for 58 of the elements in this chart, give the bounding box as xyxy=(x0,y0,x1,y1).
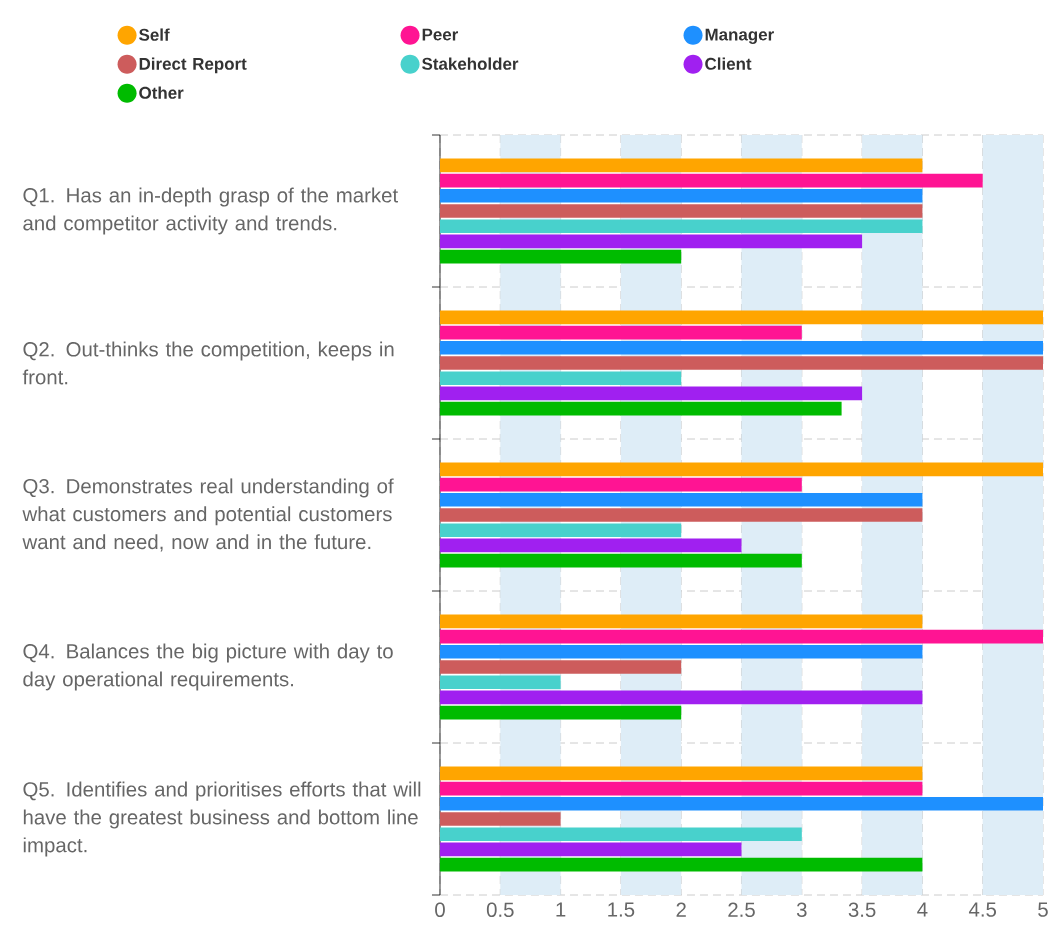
bar xyxy=(439,538,742,553)
legend-label: Peer xyxy=(422,28,458,41)
bar xyxy=(439,523,682,538)
bar xyxy=(439,462,1043,477)
bar xyxy=(439,477,802,492)
y-tick-label: Q5. Identifies and prioritises efforts that will have the greatest business and bottom line impact. xyxy=(23,781,421,857)
bar xyxy=(439,645,923,659)
bar xyxy=(439,675,561,690)
bar xyxy=(439,842,742,857)
x-tick-label: 3 xyxy=(796,902,807,917)
y-tick-label: Q2. Out-thinks the competition, keeps in front. xyxy=(22,341,394,385)
bar xyxy=(439,508,923,522)
legend-label: Client xyxy=(705,57,752,70)
x-tick-label: 1 xyxy=(556,902,566,917)
bar xyxy=(439,614,923,629)
bar xyxy=(439,219,923,233)
bar xyxy=(439,204,923,218)
bar xyxy=(439,158,923,173)
legend-label: Manager xyxy=(705,28,774,44)
legend-label: Self xyxy=(139,28,170,41)
bar xyxy=(439,705,682,720)
bar xyxy=(439,401,842,416)
x-tick-label: 4.5 xyxy=(968,902,997,917)
bar xyxy=(439,356,1043,370)
x-tick-label: 5 xyxy=(1038,902,1048,917)
bar xyxy=(439,797,1043,811)
bar xyxy=(439,493,923,507)
bar xyxy=(439,249,682,264)
x-tick-label: 3.5 xyxy=(848,902,876,917)
bar xyxy=(439,766,923,781)
legend-label: Other xyxy=(139,86,184,99)
bar xyxy=(439,386,863,401)
bar xyxy=(439,189,923,203)
bar xyxy=(439,310,1043,325)
legend-label: Direct Report xyxy=(139,57,247,74)
legend-label: Stakeholder xyxy=(422,57,519,70)
x-tick-label: 0 xyxy=(435,902,445,917)
bar xyxy=(439,660,682,674)
bar xyxy=(439,812,561,826)
bar xyxy=(439,234,863,249)
y-tick-label: Q1. Has an in-depth grasp of the market and competitor activity and trends. xyxy=(23,187,399,235)
x-tick-label: 0.5 xyxy=(486,902,514,917)
bar xyxy=(439,173,983,188)
bar xyxy=(439,325,802,340)
bar xyxy=(439,341,1043,355)
bar xyxy=(439,690,923,705)
x-tick-label: 2 xyxy=(676,902,686,917)
y-tick-label: Q4. Balances the big picture with day to day operational requirements. xyxy=(23,643,393,691)
bar xyxy=(439,827,802,842)
bar xyxy=(439,781,923,796)
bar xyxy=(439,629,1043,644)
bar xyxy=(439,553,802,568)
x-tick-label: 1.5 xyxy=(608,902,635,917)
x-tick-label: 2.5 xyxy=(728,902,755,917)
bar xyxy=(439,371,682,385)
y-tick-label: Q3. Demonstrates real understanding of what customers and potential customers want and need, now and in the future. xyxy=(22,478,394,552)
bar xyxy=(439,857,923,872)
x-tick-label: 4 xyxy=(917,902,928,917)
